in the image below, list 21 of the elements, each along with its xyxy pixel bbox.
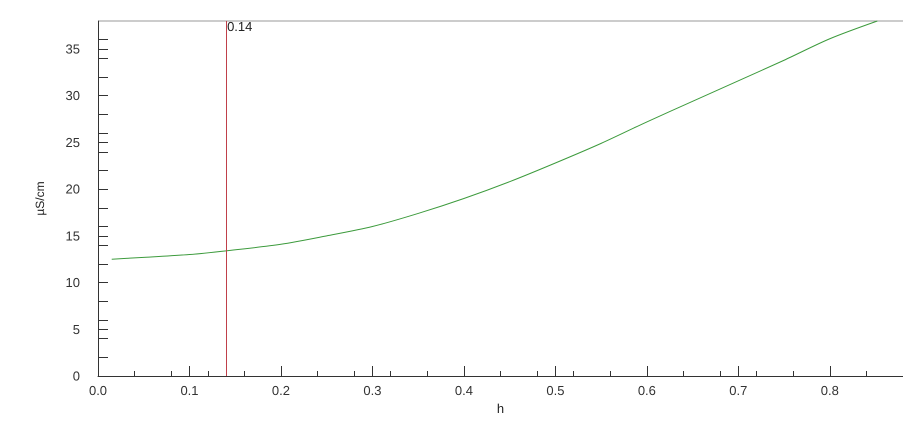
line-series [111,20,878,260]
x-tick-label: 0.0 [88,383,108,398]
y-tick-label: 35 [66,42,80,57]
x-tick-label: 0.6 [638,383,656,398]
y-axis-title: µS/cm [33,181,47,216]
y-tick-label: 5 [72,322,80,337]
x-tick-label: 0.1 [180,383,199,398]
x-axis-title: h [496,401,504,416]
y-tick-label: 10 [66,275,80,290]
y-tick-label: 25 [66,134,80,150]
x-tick-label: 0.3 [363,383,382,398]
x-tick-label: 0.8 [820,383,839,398]
x-tick-label: 0.5 [546,383,564,398]
x-tick-label: 0.4 [454,383,473,398]
y-tick-label: 0 [72,368,80,384]
y-tick-label: 30 [66,88,80,104]
x-tick-label: 0.2 [272,383,290,398]
y-tick-label: 15 [66,228,80,244]
y-tick-label: 20 [66,182,80,197]
x-tick-label: 0.7 [729,383,748,398]
ref-line-label: 0.14 [227,19,252,34]
